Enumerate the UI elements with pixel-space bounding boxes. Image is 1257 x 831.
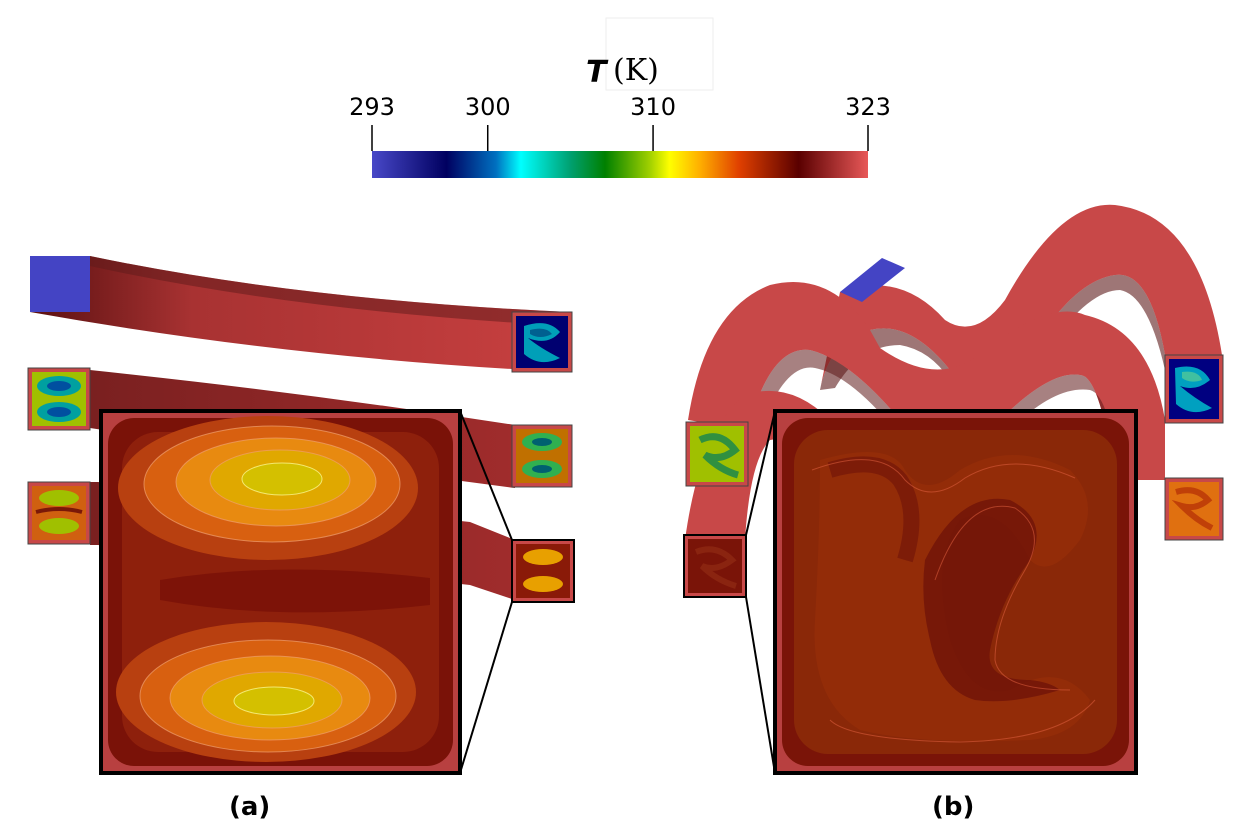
panel-label-a: (a) xyxy=(229,792,270,822)
zoom-connector-top xyxy=(459,410,513,541)
duct-serpentine-back xyxy=(820,204,1222,420)
cross-section-a3 xyxy=(511,424,573,488)
zoom-connector-bottom-b xyxy=(745,596,776,774)
panel-b: (b) xyxy=(683,204,1224,822)
zoom-connector-top-b xyxy=(745,410,776,536)
cross-section-a2 xyxy=(27,367,91,431)
zoom-connector-bottom xyxy=(459,601,513,774)
colorbar-tick-label: 300 xyxy=(465,93,511,121)
cross-section-b3 xyxy=(1164,477,1224,541)
zoom-panel-a xyxy=(99,409,462,775)
cross-section-a1 xyxy=(511,311,573,373)
duct-serpentine-front xyxy=(688,282,1165,480)
colorbar-gradient xyxy=(372,151,868,178)
cross-section-b2 xyxy=(685,421,749,487)
colorbar: T (K) 293 300 310 323 xyxy=(349,17,891,178)
colorbar-ticks: 293 300 310 323 xyxy=(349,93,891,151)
inlet-face-b xyxy=(840,258,905,302)
title-box xyxy=(605,17,714,91)
colorbar-tick-label: 310 xyxy=(630,93,676,121)
duct-top xyxy=(30,256,570,372)
zoom-panel-b xyxy=(773,409,1138,775)
cross-section-a5 xyxy=(511,539,575,603)
panel-a: (a) xyxy=(27,256,575,822)
cross-section-b1 xyxy=(1164,354,1224,424)
colorbar-title-unit: (K) xyxy=(613,53,659,88)
cross-section-a4 xyxy=(27,481,91,545)
colorbar-title-variable: T xyxy=(586,55,609,90)
cross-section-b4 xyxy=(683,534,747,598)
panel-label-b: (b) xyxy=(932,792,974,822)
colorbar-tick-label: 293 xyxy=(349,93,395,121)
inlet-face xyxy=(30,256,90,312)
colorbar-tick-label: 323 xyxy=(845,93,891,121)
